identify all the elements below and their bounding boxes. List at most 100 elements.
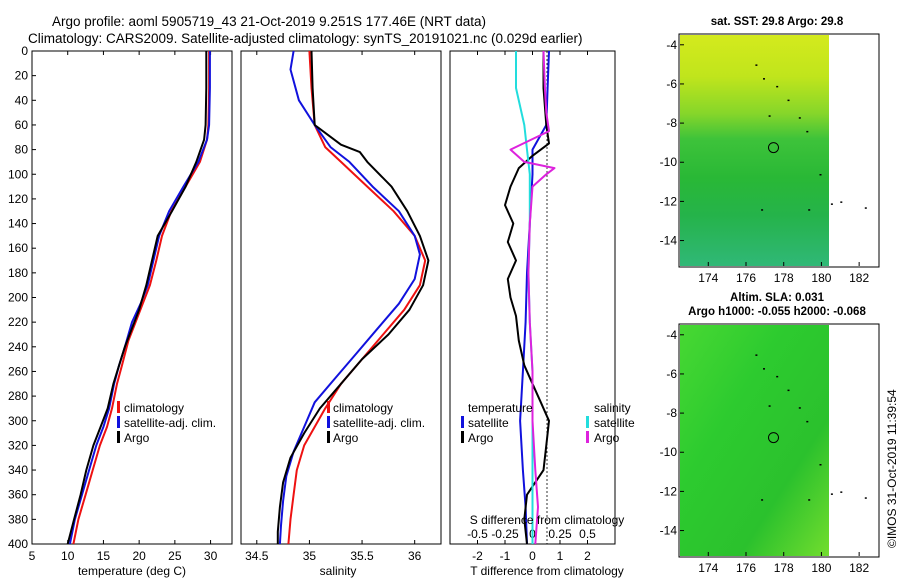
depth-tick-label: 140 [8, 217, 28, 231]
lon-tick-label: 174 [698, 561, 718, 575]
t-difference-x-axis: -2 -1 0 1 2 [472, 51, 591, 563]
legend-satellite-swatch [327, 416, 330, 428]
island-dot [806, 420, 809, 423]
temperature-xlabel: temperature (deg C) [78, 564, 186, 578]
difference-panel: -2 -1 0 1 2 -0.5 -0.25 0 0.25 0.5 T difference f… [449, 50, 635, 578]
legend-s-argo-label: Argo [594, 431, 620, 445]
depth-tick-label: 360 [8, 488, 28, 502]
sst-map-panel: sat. SST: 29.8 Argo: 29.8 174 176 178 180 18… [660, 16, 880, 285]
s-difference-xlabel: S difference from climatology [470, 513, 625, 527]
x-tick-label: 36 [408, 549, 422, 563]
depth-tick-label: 220 [8, 315, 28, 329]
series-line-satellite-adj-clim- [68, 51, 211, 544]
island-dot [864, 207, 867, 209]
salinity-legend: climatology satellite-adj. clim. Argo [327, 401, 425, 445]
island-dot [819, 174, 822, 176]
lat-tick-label: -6 [666, 77, 677, 91]
legend-satellite-label: satellite-adj. clim. [124, 416, 216, 430]
figure-title-line2: Climatology: CARS2009. Satellite-adjuste… [28, 31, 583, 46]
x-tick-label: 34.5 [245, 549, 269, 563]
island-dot [798, 407, 801, 409]
island-dot [776, 375, 779, 378]
x-tick-label: -1 [500, 549, 511, 563]
legend-t-satellite-label: satellite [468, 416, 509, 430]
legend-argo-label: Argo [124, 431, 150, 445]
depth-tick-label: 0 [21, 44, 28, 58]
island-dot [840, 201, 843, 203]
x-tick-label: 35.5 [350, 549, 374, 563]
temperature-difference-legend: temperature satellite Argo [461, 401, 533, 445]
sla-field [680, 325, 829, 556]
island-dot [806, 130, 809, 133]
s-difference-tick-label: 0.5 [579, 527, 596, 541]
series-line-t-argo [504, 51, 550, 544]
lat-tick-label: -6 [666, 367, 677, 381]
lat-tick-label: -12 [660, 484, 678, 498]
island-dot [787, 389, 790, 392]
argo-location-marker [768, 142, 779, 154]
difference-lines [504, 51, 556, 544]
lon-tick-label: 180 [811, 561, 831, 575]
sla-map-axes: 174 176 178 180 182 -4 -6 -8 -10 -12 -14 [660, 328, 870, 575]
salinity-difference-legend: salinity satellite Argo [586, 401, 635, 445]
legend-satellite-label: satellite-adj. clim. [333, 416, 425, 430]
lon-tick-label: 180 [811, 271, 831, 285]
island-dot [864, 497, 867, 499]
island-dot [830, 493, 833, 495]
series-line-s-argo [509, 51, 556, 544]
sst-map-islands [755, 64, 867, 211]
x-tick-label: 1 [557, 549, 564, 563]
island-dot [776, 85, 779, 88]
s-difference-tick-label: 0.25 [548, 527, 572, 541]
depth-tick-label: 300 [8, 414, 28, 428]
lat-tick-label: -4 [666, 328, 677, 342]
lat-tick-label: -12 [660, 194, 678, 208]
island-dot [755, 354, 758, 356]
island-dot [761, 209, 764, 211]
island-dot [755, 64, 758, 66]
island-dot [787, 99, 790, 102]
legend-argo-swatch [117, 431, 120, 443]
island-dot [798, 117, 801, 119]
depth-tick-label: 40 [15, 93, 29, 107]
x-tick-label: 0 [529, 549, 536, 563]
legend-t-satellite-swatch [461, 416, 464, 428]
x-tick-label: 2 [584, 549, 591, 563]
salinity-panel: 34.5 35 35.5 36 salinity climatology satell… [240, 50, 442, 578]
legend-climatology-label: climatology [124, 401, 184, 415]
island-dot [819, 464, 822, 466]
temperature-x-axis: 5 10 15 20 25 30 [29, 51, 218, 563]
x-tick-label: 5 [29, 549, 36, 563]
series-line-satellite-adj-clim- [278, 51, 421, 544]
depth-tick-label: 180 [8, 266, 28, 280]
legend-s-satellite-swatch [586, 416, 589, 428]
sla-map-islands [755, 354, 867, 501]
figure-title-line1: Argo profile: aoml 5905719_43 21-Oct-201… [52, 14, 486, 29]
x-tick-label: 10 [61, 549, 75, 563]
island-dot [763, 78, 765, 80]
lon-tick-label: 174 [698, 271, 718, 285]
depth-tick-label: 160 [8, 241, 28, 255]
island-dot [840, 491, 843, 493]
island-dot [763, 368, 765, 370]
sst-field [680, 35, 829, 266]
series-line-climatology [287, 51, 427, 544]
t-difference-xlabel: T difference from climatology [470, 564, 624, 578]
lat-tick-label: -4 [666, 38, 677, 52]
sla-map-panel: Altim. SLA: 0.031 Argo h1000: -0.055 h20… [660, 292, 880, 575]
lat-tick-label: -14 [660, 524, 678, 538]
lat-tick-label: -10 [660, 155, 678, 169]
island-dot [830, 203, 833, 205]
island-dot [768, 115, 771, 117]
x-tick-label: 20 [132, 549, 146, 563]
legend-t-argo-swatch [461, 431, 464, 443]
lon-tick-label: 178 [774, 271, 794, 285]
depth-tick-label: 280 [8, 389, 28, 403]
island-dot [808, 499, 811, 501]
lat-tick-label: -14 [660, 234, 678, 248]
lon-tick-label: 176 [736, 561, 756, 575]
depth-tick-label: 60 [15, 118, 29, 132]
sla-map-subtitle: Argo h1000: -0.055 h2000: -0.068 [688, 306, 866, 318]
depth-tick-label: 100 [8, 167, 28, 181]
x-tick-label: -2 [472, 549, 483, 563]
